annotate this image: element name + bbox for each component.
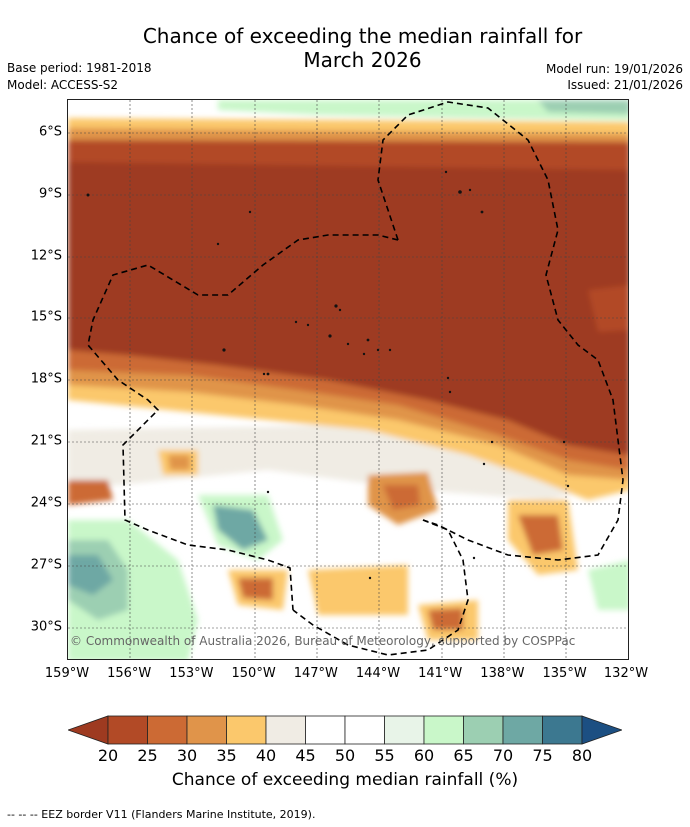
rainfall-map (67, 99, 629, 660)
copyright-text: © Commonwealth of Australia 2026, Bureau… (70, 634, 576, 648)
longitude-tick-label: 147°W (293, 666, 338, 681)
colorbar-tick-label: 80 (571, 746, 593, 765)
map-title: Chance of exceeding the median rainfall … (142, 24, 583, 72)
longitude-tick-label: 144°W (355, 666, 401, 681)
colorbar-tick-label: 20 (97, 746, 119, 765)
longitude-tick-label: 138°W (480, 666, 525, 681)
colorbar-tick-label: 55 (374, 746, 395, 765)
colorbar-tick-label: 35 (216, 746, 237, 765)
colorbar-segment (186, 715, 227, 745)
orange-blob-2-core (518, 515, 563, 555)
latitude-tick-label: 18°S (30, 371, 62, 387)
colorbar-tick-label: 70 (492, 746, 514, 765)
eez-border-east (377, 101, 624, 561)
colorbar-tick-label: 50 (334, 746, 356, 765)
base-period: Base period: 1981-2018 (7, 61, 152, 75)
longitude-tick-label: 159°W (44, 666, 90, 681)
colorbar-extend-high (581, 715, 624, 745)
colorbar-segment (226, 715, 267, 745)
longitude-tick-label: 132°W (603, 666, 649, 681)
latitude-tick-label: 12°S (30, 248, 62, 264)
colorbar-tick-label: 40 (255, 746, 277, 765)
dry-region-light-north (68, 140, 628, 170)
latitude-tick-label: 24°S (30, 495, 62, 511)
latitude-tick-label: 21°S (30, 433, 62, 449)
colorbar-segment (384, 715, 425, 745)
colorbar-segment (265, 715, 306, 745)
colorbar-tick-label: 75 (532, 746, 553, 765)
colorbar-tick-label: 45 (295, 746, 316, 765)
colorbar-segment (107, 715, 148, 745)
colorbar (66, 714, 624, 746)
longitude-tick-label: 141°W (418, 666, 463, 681)
colorbar-segment (502, 715, 543, 745)
longitude-tick-label: 150°W (231, 666, 276, 681)
latitude-tick-label: 27°S (30, 557, 62, 573)
green-region-east (588, 560, 628, 610)
latitude-tick-label: 9°S (38, 186, 62, 202)
teal-region-northeast (538, 100, 628, 114)
longitude-tick-label: 153°W (169, 666, 214, 681)
colorbar-tick-label: 30 (176, 746, 198, 765)
colorbar-segment (344, 715, 385, 745)
dry-region-patch-east (588, 285, 628, 332)
teal-dark-southwest (68, 555, 113, 595)
colorbar-tick-label: 65 (453, 746, 474, 765)
colorbar-segment (305, 715, 346, 745)
colorbar-tick-label: 60 (413, 746, 435, 765)
yellow-blob-4 (308, 565, 408, 615)
model-name: Model: ACCESS-S2 (7, 78, 119, 92)
eez-border-south (292, 519, 469, 656)
model-run: Model run: 19/01/2026 (545, 62, 683, 76)
orange-blob-3-core (238, 578, 273, 600)
issued-date: Issued: 21/01/2026 (567, 78, 683, 92)
latitude-tick-label: 6°S (38, 124, 62, 140)
orange-blob-5-core (428, 608, 463, 630)
colorbar-segment (542, 715, 583, 745)
longitude-tick-label: 135°W (542, 666, 587, 681)
eez-border-west (87, 234, 399, 611)
orange-blob-west (68, 480, 113, 505)
dry-region (68, 148, 628, 455)
colorbar-segment (147, 715, 188, 745)
longitude-tick-label: 156°W (107, 666, 152, 681)
teal-region-central (213, 505, 268, 550)
graticule (68, 100, 628, 659)
islands (86, 170, 570, 580)
colorbar-segment (423, 715, 464, 745)
colorbar-segment (463, 715, 504, 745)
latitude-tick-label: 30°S (30, 619, 62, 635)
colorbar-extend-low (66, 715, 109, 745)
colorbar-tick-label: 25 (137, 746, 158, 765)
latitude-tick-label: 15°S (30, 309, 62, 325)
orange-blob-6-core (168, 455, 190, 470)
footer-legend: -- -- -- EEZ border V11 (Flanders Marine… (7, 808, 316, 821)
colorbar-title: Chance of exceeding median rainfall (%) (171, 770, 519, 790)
